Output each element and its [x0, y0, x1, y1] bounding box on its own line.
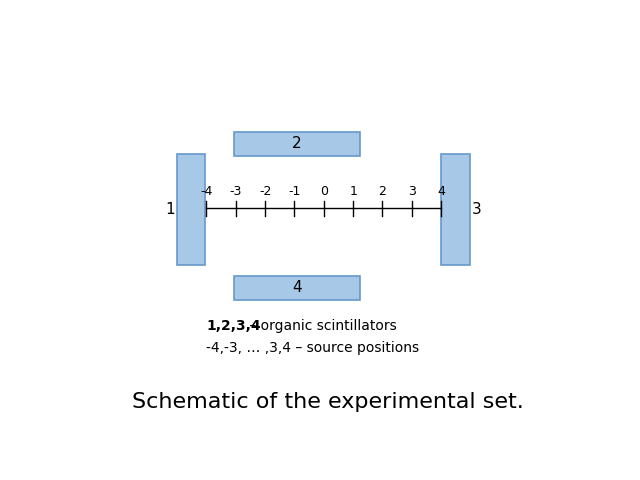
- Bar: [441, 154, 470, 264]
- Bar: [234, 276, 360, 300]
- Text: 0: 0: [320, 185, 328, 198]
- Bar: [234, 132, 360, 156]
- Text: -1: -1: [288, 185, 301, 198]
- Text: 1: 1: [166, 202, 175, 216]
- Bar: [177, 154, 205, 264]
- Text: 2: 2: [378, 185, 387, 198]
- Text: 4: 4: [437, 185, 445, 198]
- Text: -4,-3, … ,3,4 – source positions: -4,-3, … ,3,4 – source positions: [207, 341, 420, 355]
- Text: 1: 1: [349, 185, 357, 198]
- Text: -3: -3: [230, 185, 242, 198]
- Text: 4: 4: [292, 280, 301, 295]
- Text: – organic scintillators: – organic scintillators: [245, 319, 397, 333]
- Text: 3: 3: [472, 202, 482, 216]
- Text: Schematic of the experimental set.: Schematic of the experimental set.: [132, 393, 524, 412]
- Text: -2: -2: [259, 185, 271, 198]
- Text: 2: 2: [292, 136, 301, 151]
- Text: 1,2,3,4: 1,2,3,4: [207, 319, 261, 333]
- Text: -4: -4: [200, 185, 212, 198]
- Text: 3: 3: [408, 185, 416, 198]
